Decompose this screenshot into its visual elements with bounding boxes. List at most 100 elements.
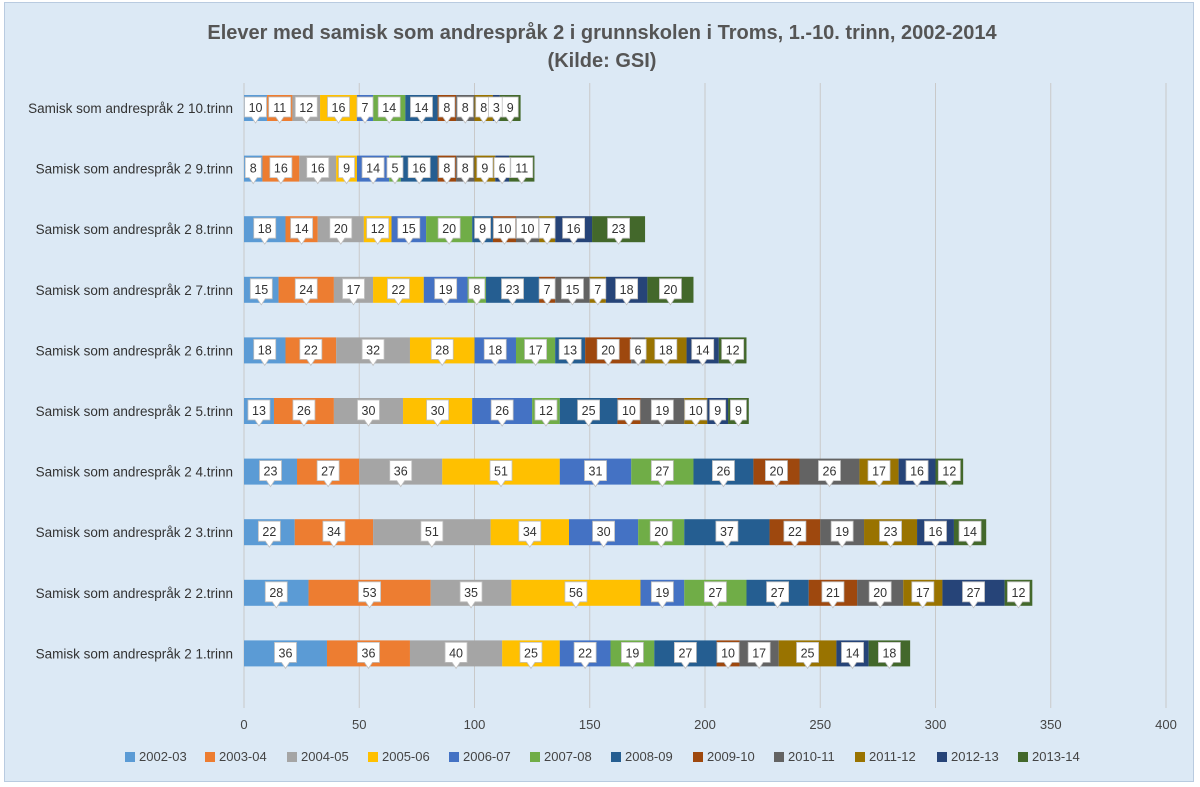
- data-label: 9: [714, 404, 721, 418]
- data-label: 26: [495, 404, 509, 418]
- category-label: Samisk som andrespråk 2 7.trinn: [36, 283, 233, 298]
- data-label: 25: [524, 646, 538, 660]
- legend-entry: 2010-11: [788, 749, 835, 764]
- data-label: 19: [655, 404, 669, 418]
- data-label-callout: [389, 460, 413, 488]
- data-label: 7: [544, 222, 551, 236]
- data-label-callout: [316, 460, 340, 488]
- chart-area: Elever med samisk som andrespråk 2 i gru…: [4, 2, 1194, 782]
- data-label-callout: [292, 399, 316, 427]
- data-label: 25: [801, 646, 815, 660]
- chart-subtitle: (Kilde: GSI): [548, 50, 657, 72]
- data-label-callout: [358, 581, 382, 609]
- data-label-callout: [1007, 581, 1030, 609]
- data-label-callout: [410, 96, 433, 124]
- data-label: 22: [304, 343, 318, 357]
- legend-entry: 2005-06: [382, 749, 430, 764]
- data-label: 27: [655, 465, 669, 479]
- data-label-callout: [821, 581, 845, 609]
- data-label-callout: [562, 217, 586, 245]
- data-label: 20: [663, 283, 677, 297]
- legend-entry: 2011-12: [869, 749, 916, 764]
- data-label: 8: [480, 101, 487, 115]
- data-label-callout: [438, 157, 456, 185]
- data-label-callout: [253, 217, 277, 245]
- data-label-callout: [268, 96, 292, 124]
- data-label: 36: [279, 646, 293, 660]
- data-label: 8: [443, 162, 450, 176]
- data-label-callout: [878, 642, 901, 670]
- data-label-callout: [386, 157, 404, 185]
- data-label: 23: [506, 283, 520, 297]
- data-label: 16: [567, 222, 581, 236]
- data-label: 27: [678, 646, 692, 660]
- data-label-callout: [516, 217, 539, 245]
- data-label: 27: [708, 586, 722, 600]
- data-label-callout: [327, 96, 350, 124]
- data-label-callout: [617, 399, 641, 427]
- data-label-callout: [476, 157, 494, 185]
- x-axis-tick-labels: 0 50 100 150 200 250 300 350 400: [240, 717, 1176, 732]
- data-label-callout: [299, 339, 323, 367]
- legend-swatch: [287, 752, 297, 762]
- x-tick-label: 250: [809, 717, 831, 732]
- data-label: 56: [569, 586, 583, 600]
- data-label-callout: [592, 520, 615, 548]
- data-label-callout: [691, 339, 715, 367]
- data-label: 10: [622, 404, 636, 418]
- data-label: 19: [439, 283, 453, 297]
- legend-swatch: [368, 752, 378, 762]
- data-label: 36: [362, 646, 376, 660]
- data-label: 10: [689, 404, 703, 418]
- data-label: 24: [299, 283, 313, 297]
- data-label: 23: [612, 222, 626, 236]
- data-label: 53: [363, 586, 377, 600]
- data-label-callout: [650, 399, 674, 427]
- data-label-callout: [830, 520, 854, 548]
- data-label-callout: [356, 96, 374, 124]
- data-label-callout: [501, 96, 519, 124]
- data-label-callout: [703, 581, 727, 609]
- data-label: 15: [566, 283, 580, 297]
- data-label: 12: [942, 465, 956, 479]
- data-label: 18: [659, 343, 673, 357]
- x-tick-label: 350: [1040, 717, 1062, 732]
- data-label-callout: [538, 217, 556, 245]
- data-label: 9: [343, 162, 350, 176]
- data-label-callout: [493, 157, 511, 185]
- data-label: 8: [473, 283, 480, 297]
- bars: [244, 95, 1033, 667]
- legend-entry: 2013-14: [1032, 749, 1080, 764]
- data-label-callout: [783, 520, 807, 548]
- data-label-callout: [766, 581, 790, 609]
- data-label-callout: [247, 399, 271, 427]
- data-label-callout: [294, 278, 318, 306]
- data-label: 26: [823, 465, 837, 479]
- data-label: 28: [435, 343, 449, 357]
- x-tick-label: 150: [579, 717, 601, 732]
- data-label-callout: [534, 399, 558, 427]
- x-tick-label: 50: [352, 717, 366, 732]
- data-label-callout: [357, 399, 380, 427]
- data-label: 30: [362, 404, 376, 418]
- data-label-callout: [430, 339, 454, 367]
- data-label: 18: [258, 343, 272, 357]
- data-label-callout: [584, 460, 607, 488]
- data-label: 36: [394, 465, 408, 479]
- data-label-callout: [650, 581, 674, 609]
- data-label: 13: [252, 404, 266, 418]
- data-label-callout: [259, 460, 282, 488]
- data-label-callout: [573, 642, 597, 670]
- data-label-callout: [712, 460, 735, 488]
- x-tick-label: 100: [464, 717, 486, 732]
- data-label-callout: [306, 157, 330, 185]
- data-label: 34: [327, 525, 341, 539]
- data-label-callout: [329, 217, 353, 245]
- data-label: 32: [366, 343, 380, 357]
- data-label-callout: [911, 581, 935, 609]
- data-label: 51: [494, 465, 508, 479]
- data-label-callout: [264, 581, 288, 609]
- data-label-callout: [796, 642, 819, 670]
- data-label-callout: [607, 217, 630, 245]
